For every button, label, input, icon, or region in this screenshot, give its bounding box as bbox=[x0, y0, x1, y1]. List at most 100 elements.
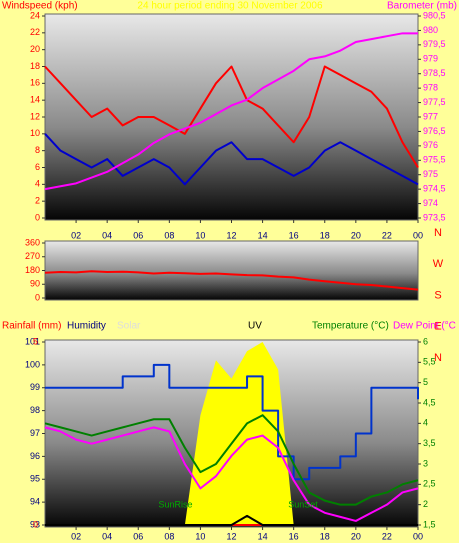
y2-tick-label: 5 bbox=[423, 377, 428, 387]
chart-title: 24 hour period ending 30 November 2006 bbox=[137, 1, 323, 12]
x-tick-label: 16 bbox=[289, 230, 299, 240]
y-tick-label: 98 bbox=[30, 405, 40, 415]
line bbox=[45, 363, 419, 481]
compass-label: E bbox=[434, 321, 441, 333]
y2-tick-label: 974,5 bbox=[423, 184, 446, 194]
y-tick-label: 16 bbox=[30, 78, 40, 88]
y2-tick-label: 5,5 bbox=[423, 357, 436, 367]
y2-tick-label: 976,5 bbox=[423, 126, 446, 136]
y2-tick-label: 979 bbox=[423, 54, 438, 64]
line bbox=[44, 133, 419, 186]
y2-tick-label: 1,5 bbox=[423, 519, 436, 529]
x-tick-label: 08 bbox=[164, 531, 174, 541]
x-tick-label: 06 bbox=[133, 531, 143, 541]
y2-tick-label: 4 bbox=[423, 418, 428, 428]
x-tick-label: 20 bbox=[351, 531, 361, 541]
plot-panel bbox=[44, 240, 419, 301]
y2-tick-label: 980 bbox=[423, 25, 438, 35]
y2-tick-label: 2 bbox=[423, 499, 428, 509]
y-tick-label: 101 bbox=[25, 336, 40, 346]
area bbox=[45, 342, 418, 525]
x-tick-label: 10 bbox=[195, 531, 205, 541]
compass-label: S bbox=[434, 289, 441, 301]
x-tick-label: 12 bbox=[226, 531, 236, 541]
y2-tick-label: 978 bbox=[423, 83, 438, 93]
legend-entry: Dew Point (°C bbox=[393, 321, 456, 332]
x-tick-label: 06 bbox=[133, 230, 143, 240]
y-tick-label: 95 bbox=[30, 474, 40, 484]
legend-entry: Temperature (°C) bbox=[312, 321, 389, 332]
line bbox=[45, 514, 418, 526]
y-tick-label: 6 bbox=[35, 162, 40, 172]
compass-label: W bbox=[433, 258, 444, 270]
y2-tick-label: 975,5 bbox=[423, 155, 446, 165]
y2-tick-label: 975 bbox=[423, 169, 438, 179]
y-tick-label: 360 bbox=[25, 237, 40, 247]
compass-label: N bbox=[434, 227, 442, 239]
compass-label: N bbox=[434, 352, 442, 364]
legend-entry: Solar bbox=[117, 321, 141, 332]
line bbox=[44, 414, 419, 506]
y-tick-label: 24 bbox=[30, 10, 40, 20]
line bbox=[44, 65, 419, 169]
y-tick-label: 14 bbox=[30, 95, 40, 105]
y-tick-label: 94 bbox=[30, 497, 40, 507]
annotation: SunRise bbox=[159, 499, 193, 509]
y-tick-label: 99 bbox=[30, 382, 40, 392]
plot-panel bbox=[44, 13, 419, 221]
y-tick-label: 22 bbox=[30, 27, 40, 37]
x-tick-label: 14 bbox=[258, 230, 268, 240]
y-tick-label: 10 bbox=[30, 128, 40, 138]
y2-tick-label: 6 bbox=[423, 336, 428, 346]
x-tick-label: 08 bbox=[164, 230, 174, 240]
y-tick-label: 0 bbox=[35, 292, 40, 302]
legend-entry: Rainfall (mm) bbox=[2, 321, 61, 332]
line bbox=[44, 270, 419, 291]
annotation: SunSet bbox=[288, 499, 318, 509]
y-tick-label: 270 bbox=[25, 251, 40, 261]
x-tick-label: 18 bbox=[320, 230, 330, 240]
line bbox=[44, 426, 419, 522]
legend-entry: Humidity bbox=[67, 321, 106, 332]
legend-entry: UV bbox=[248, 321, 262, 332]
rain-tick-label: 0 bbox=[33, 519, 38, 529]
x-tick-label: 02 bbox=[71, 531, 81, 541]
y-tick-label: 8 bbox=[35, 145, 40, 155]
y2-tick-label: 4,5 bbox=[423, 397, 436, 407]
y-tick-label: 2 bbox=[35, 196, 40, 206]
x-tick-label: 22 bbox=[382, 531, 392, 541]
x-tick-label: 12 bbox=[226, 230, 236, 240]
x-tick-label: 18 bbox=[320, 531, 330, 541]
x-tick-label: 10 bbox=[195, 230, 205, 240]
y-tick-label: 4 bbox=[35, 179, 40, 189]
y2-tick-label: 2,5 bbox=[423, 479, 436, 489]
rain-tick-label: 5 bbox=[33, 336, 38, 346]
y2-tick-label: 3 bbox=[423, 458, 428, 468]
y2-tick-label: 3,5 bbox=[423, 438, 436, 448]
y2-tick-label: 973,5 bbox=[423, 212, 446, 222]
x-tick-label: 04 bbox=[102, 230, 112, 240]
y2-axis-title: Barometer (mb) bbox=[387, 1, 457, 12]
y-tick-label: 12 bbox=[30, 111, 40, 121]
y-tick-label: 20 bbox=[30, 44, 40, 54]
y2-tick-label: 976 bbox=[423, 140, 438, 150]
x-tick-label: 22 bbox=[382, 230, 392, 240]
y2-tick-label: 979,5 bbox=[423, 39, 446, 49]
y-tick-label: 180 bbox=[25, 265, 40, 275]
y2-tick-label: 977,5 bbox=[423, 97, 446, 107]
y-tick-label: 90 bbox=[30, 279, 40, 289]
y-tick-label: 0 bbox=[35, 212, 40, 222]
y-tick-label: 93 bbox=[30, 519, 40, 529]
x-tick-label: 14 bbox=[258, 531, 268, 541]
y-tick-label: 100 bbox=[25, 359, 40, 369]
y2-tick-label: 974 bbox=[423, 198, 438, 208]
y2-tick-label: 977 bbox=[423, 111, 438, 121]
line bbox=[44, 32, 418, 191]
y2-tick-label: 980,5 bbox=[423, 10, 446, 20]
y2-tick-label: 978,5 bbox=[423, 68, 446, 78]
x-tick-label: 04 bbox=[102, 531, 112, 541]
y-tick-label: 96 bbox=[30, 451, 40, 461]
x-tick-label: 00 bbox=[413, 230, 423, 240]
x-tick-label: 16 bbox=[289, 531, 299, 541]
x-tick-label: 20 bbox=[351, 230, 361, 240]
